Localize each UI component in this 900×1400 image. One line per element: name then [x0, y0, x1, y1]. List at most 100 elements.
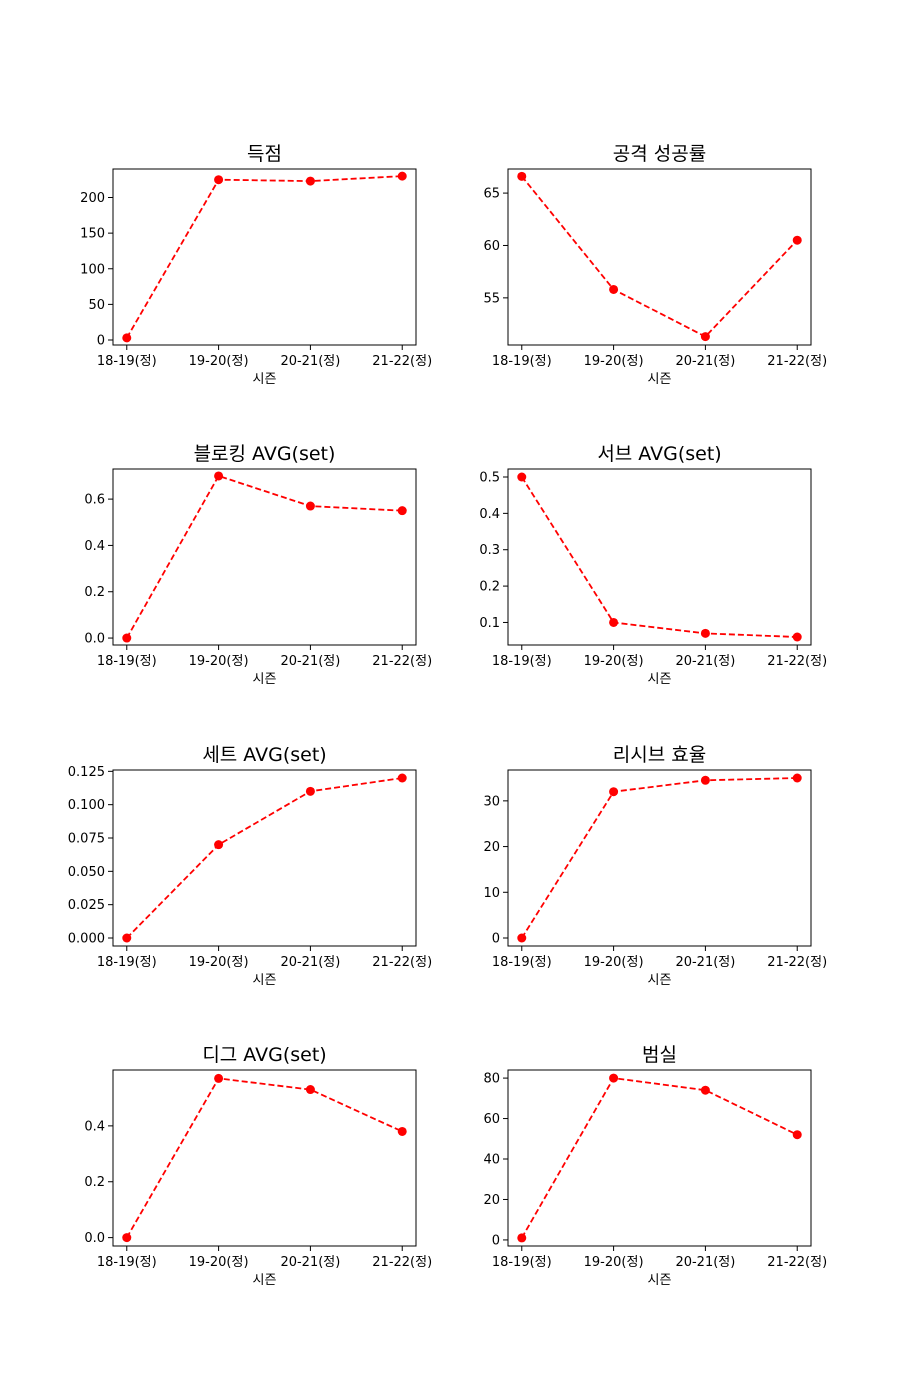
- chart-5: 리시브 효율 0 10 20 30 18-19(정) 19-20(정) 20-21(정) 21-…: [483, 744, 827, 988]
- chart-3-series-line: [521, 476, 798, 638]
- chart-2-xtick-label-1: 19-20(정): [189, 654, 249, 669]
- chart-6-point-0: [122, 1233, 132, 1243]
- chart-7-axes-frame: [507, 1069, 812, 1247]
- chart-0-ytick-label-2: 100: [80, 262, 105, 277]
- chart-4-title: 세트 AVG(set): [202, 744, 326, 766]
- chart-4-xtick-label-1: 19-20(정): [189, 955, 249, 970]
- chart-5-series-line: [521, 777, 798, 939]
- chart-6-ytick-label-2: 0.4: [84, 1119, 105, 1134]
- chart-1-series-line: [521, 175, 798, 338]
- chart-7-point-2: [700, 1085, 710, 1095]
- chart-1-title: 공격 성공률: [613, 143, 706, 165]
- chart-0-ytick-label-0: 0: [97, 334, 105, 349]
- chart-1-ytick-label-0: 55: [483, 291, 500, 306]
- chart-3-xlabel: 시즌: [648, 672, 672, 687]
- chart-5-xtick-label-3: 21-22(정): [767, 955, 827, 970]
- chart-6-point-1: [214, 1073, 224, 1083]
- chart-2-point-0: [122, 633, 132, 643]
- chart-0-ytick-label-3: 150: [80, 227, 105, 242]
- chart-6-xtick-label-1: 19-20(정): [189, 1255, 249, 1270]
- chart-7-xtick-label-2: 20-21(정): [675, 1255, 735, 1270]
- chart-0-point-2: [305, 176, 315, 186]
- chart-4-point-0: [122, 933, 132, 943]
- chart-6-series-line: [126, 1077, 403, 1239]
- chart-4-point-1: [214, 840, 224, 850]
- chart-3-ytick-label-3: 0.4: [479, 507, 500, 522]
- chart-0: 득점 0 50 100 150 200 18-19(정) 19-20(정) 20-21(정) 21…: [80, 143, 432, 387]
- chart-3-xtick-label-1: 19-20(정): [584, 654, 644, 669]
- chart-6-xtick-label-2: 20-21(정): [280, 1255, 340, 1270]
- chart-2-ytick-label-2: 0.4: [84, 539, 105, 554]
- chart-0-xlabel: 시즌: [253, 372, 277, 387]
- chart-2-xlabel: 시즌: [253, 672, 277, 687]
- chart-1-xlabel: 시즌: [648, 372, 672, 387]
- chart-3-xtick-label-2: 20-21(정): [675, 654, 735, 669]
- chart-6-point-3: [397, 1126, 407, 1136]
- chart-3-xtick-label-0: 18-19(정): [492, 654, 552, 669]
- chart-7-series-line: [521, 1077, 798, 1239]
- chart-4-ytick-label-1: 0.025: [68, 898, 105, 913]
- chart-3-title: 서브 AVG(set): [597, 443, 721, 465]
- chart-5-xlabel: 시즌: [648, 973, 672, 988]
- chart-1-ytick-label-2: 65: [483, 187, 500, 202]
- chart-2: 블로킹 AVG(set) 0.0 0.2 0.4 0.6 18-19(정) 19-20(정)…: [84, 443, 432, 687]
- chart-7-ytick-label-3: 60: [483, 1112, 500, 1127]
- chart-5-xtick-label-1: 19-20(정): [584, 955, 644, 970]
- chart-4-point-3: [397, 773, 407, 783]
- chart-0-series-line: [126, 175, 403, 339]
- chart-2-xtick-label-2: 20-21(정): [280, 654, 340, 669]
- chart-5-point-0: [517, 933, 527, 943]
- chart-7-point-1: [609, 1073, 619, 1083]
- chart-7-xlabel: 시즌: [648, 1273, 672, 1288]
- chart-2-ytick-label-3: 0.6: [84, 493, 105, 508]
- chart-0-xtick-label-0: 18-19(정): [97, 354, 157, 369]
- chart-7-title: 범실: [642, 1044, 677, 1066]
- chart-2-ytick-label-0: 0.0: [84, 632, 105, 647]
- chart-7-point-0: [517, 1233, 527, 1243]
- chart-1-point-0: [517, 171, 527, 181]
- chart-7-point-3: [792, 1130, 802, 1140]
- chart-3-xtick-label-3: 21-22(정): [767, 654, 827, 669]
- chart-3-axes-frame: [507, 468, 812, 646]
- chart-2-ytick-label-1: 0.2: [84, 585, 105, 600]
- chart-7-ytick-label-2: 40: [483, 1153, 500, 1168]
- chart-2-title: 블로킹 AVG(set): [194, 443, 336, 465]
- chart-2-axes-frame: [112, 468, 417, 646]
- chart-4-ytick-label-0: 0.000: [68, 932, 105, 947]
- chart-0-point-0: [122, 333, 132, 343]
- chart-5-axes-frame: [507, 769, 812, 947]
- chart-6-ytick-label-1: 0.2: [84, 1175, 105, 1190]
- chart-2-point-1: [214, 471, 224, 481]
- chart-3-ytick-label-1: 0.2: [479, 580, 500, 595]
- chart-7-xtick-label-3: 21-22(정): [767, 1255, 827, 1270]
- chart-6-xtick-label-0: 18-19(정): [97, 1255, 157, 1270]
- chart-4-ytick-label-3: 0.075: [68, 832, 105, 847]
- chart-5-title: 리시브 효율: [613, 744, 706, 766]
- chart-5-xtick-label-2: 20-21(정): [675, 955, 735, 970]
- chart-1-point-1: [609, 284, 619, 294]
- chart-5-point-1: [609, 787, 619, 797]
- chart-6: 디그 AVG(set) 0.0 0.2 0.4 18-19(정) 19-20(정) 20-2…: [84, 1044, 432, 1288]
- chart-4-ytick-label-4: 0.100: [68, 798, 105, 813]
- chart-5-ytick-label-1: 10: [483, 886, 500, 901]
- chart-4-xtick-label-2: 20-21(정): [280, 955, 340, 970]
- chart-7-xtick-label-1: 19-20(정): [584, 1255, 644, 1270]
- chart-4: 세트 AVG(set) 0.000 0.025 0.050 0.075 0.100 0.12…: [68, 744, 432, 988]
- chart-4-axes-frame: [112, 769, 417, 947]
- chart-5-ytick-label-2: 20: [483, 840, 500, 855]
- chart-2-point-3: [397, 506, 407, 516]
- chart-4-point-2: [305, 786, 315, 796]
- chart-3: 서브 AVG(set) 0.1 0.2 0.3 0.4 0.5 18-19(정) 19-20(…: [479, 443, 827, 687]
- chart-5-xtick-label-0: 18-19(정): [492, 955, 552, 970]
- chart-7: 범실 0 20 40 60 80 18-19(정) 19-20(정) 20-21(정) 21-22…: [483, 1044, 827, 1288]
- chart-3-point-0: [517, 472, 527, 482]
- chart-1-point-3: [792, 235, 802, 245]
- chart-3-ytick-label-0: 0.1: [479, 616, 500, 631]
- chart-3-ytick-label-2: 0.3: [479, 543, 500, 558]
- chart-4-series-line: [126, 777, 403, 939]
- chart-5-ytick-label-3: 30: [483, 794, 500, 809]
- chart-3-ytick-label-4: 0.5: [479, 471, 500, 486]
- chart-0-xtick-label-2: 20-21(정): [280, 354, 340, 369]
